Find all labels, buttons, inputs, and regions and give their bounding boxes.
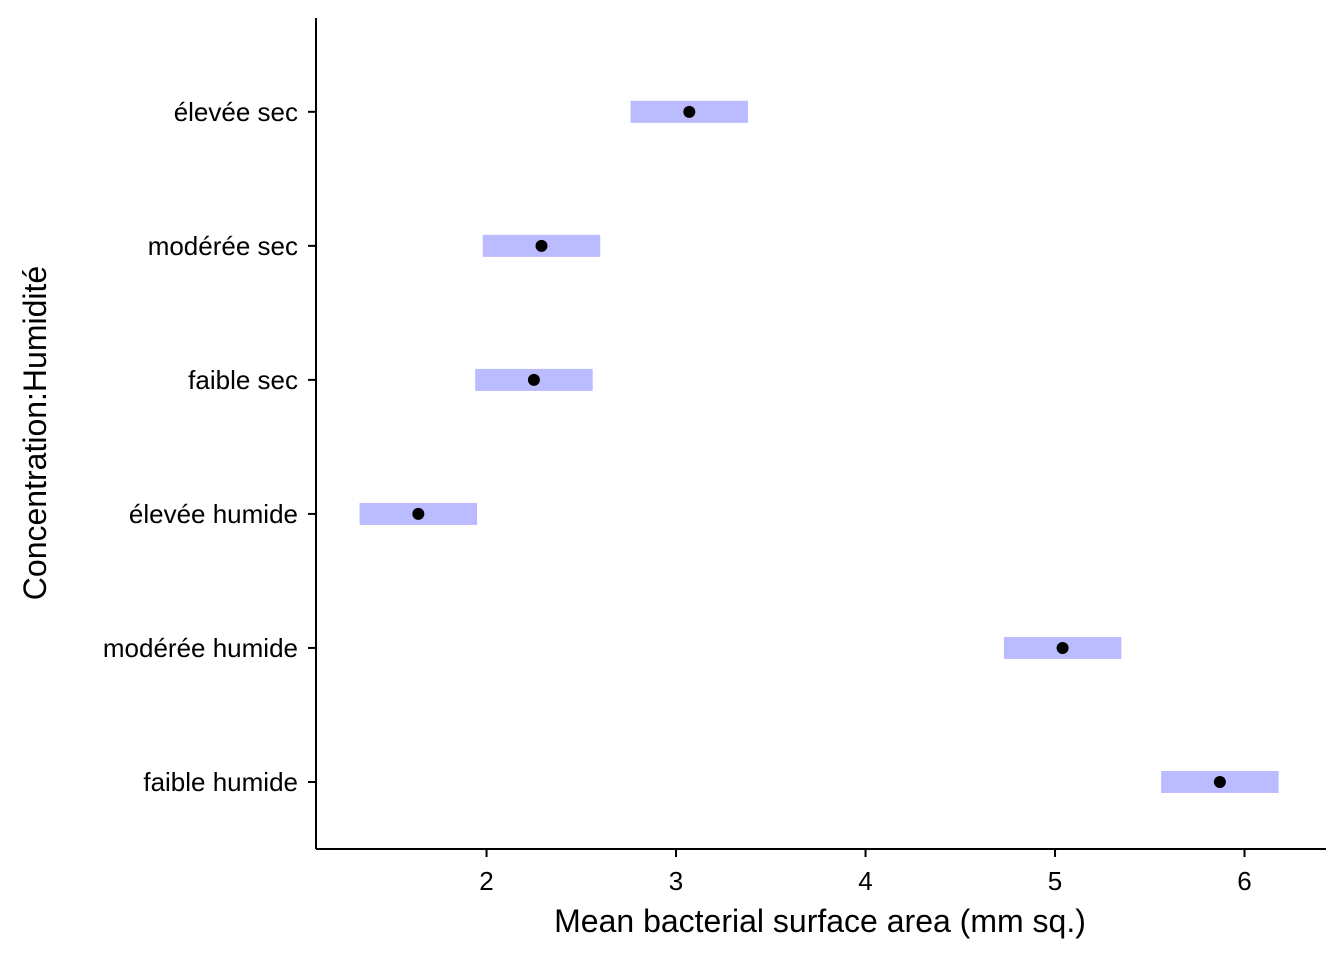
x-tick-label: 3 [669,866,683,896]
y-ticks: faible humide modérée humide élevée humide… [103,97,316,797]
mean-point [535,239,548,252]
x-ticks: 2 3 4 5 6 [479,849,1252,896]
y-tick-label: élevée sec [174,97,298,127]
x-tick-label: 5 [1048,866,1062,896]
x-tick-label: 6 [1237,866,1251,896]
mean-point [1056,641,1069,654]
mean-point [1213,775,1226,788]
y-tick-label: faible humide [143,767,298,797]
y-tick-label: faible sec [188,365,298,395]
points-layer [412,105,1226,788]
y-tick-label: élevée humide [129,499,298,529]
intervals-layer [359,100,1279,793]
x-tick-label: 2 [479,866,493,896]
mean-point [683,105,696,118]
x-axis-title: Mean bacterial surface area (mm sq.) [554,903,1086,939]
mean-point [527,373,540,386]
y-tick-label: modérée sec [148,231,298,261]
y-axis-title: Concentration:Humidité [17,266,53,600]
mean-point [412,507,425,520]
x-tick-label: 4 [858,866,872,896]
y-tick-label: modérée humide [103,633,298,663]
